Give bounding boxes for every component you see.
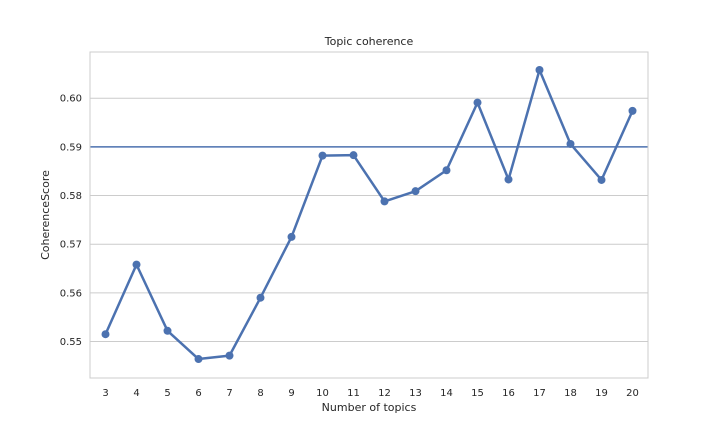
chart-title: Topic coherence — [324, 35, 414, 48]
data-point — [318, 151, 327, 160]
x-tick-label: 18 — [564, 388, 577, 399]
data-point — [597, 175, 606, 184]
data-point — [504, 175, 513, 184]
data-point — [566, 139, 575, 148]
data-point — [535, 66, 544, 75]
data-point — [287, 232, 296, 241]
data-point — [163, 326, 172, 335]
x-tick-label: 17 — [533, 388, 546, 399]
series-line — [104, 68, 634, 361]
x-axis-label: Number of topics — [322, 401, 417, 414]
x-tick-label: 9 — [288, 388, 294, 399]
y-tick-label: 0.58 — [60, 191, 82, 202]
data-point — [349, 151, 358, 160]
x-tick-label: 4 — [133, 388, 139, 399]
x-tick-label: 11 — [347, 388, 360, 399]
x-tick-label: 10 — [316, 388, 329, 399]
data-point — [442, 166, 451, 175]
y-tick-labels: 0.55 0.56 0.57 0.58 0.59 0.60 — [60, 94, 82, 348]
x-tick-label: 15 — [471, 388, 484, 399]
data-point — [380, 197, 389, 206]
data-point — [411, 187, 420, 196]
y-tick-label: 0.56 — [60, 288, 82, 299]
data-point — [473, 98, 482, 107]
x-tick-label: 8 — [257, 388, 263, 399]
x-tick-label: 6 — [195, 388, 201, 399]
x-tick-label: 16 — [502, 388, 515, 399]
data-point — [225, 351, 234, 360]
y-tick-label: 0.55 — [60, 337, 82, 348]
data-point — [256, 293, 265, 302]
data-point — [132, 260, 141, 269]
data-point — [194, 355, 203, 364]
y-tick-label: 0.60 — [60, 94, 82, 105]
y-tick-label: 0.59 — [60, 142, 82, 153]
y-tick-label: 0.57 — [60, 240, 82, 251]
x-tick-label: 5 — [164, 388, 170, 399]
data-point — [628, 106, 637, 115]
data-point — [101, 330, 110, 339]
y-axis-label: CoherenceScore — [39, 170, 52, 260]
x-tick-label: 12 — [378, 388, 391, 399]
x-tick-label: 7 — [226, 388, 232, 399]
x-tick-label: 14 — [440, 388, 453, 399]
x-tick-label: 19 — [595, 388, 608, 399]
x-tick-label: 3 — [102, 388, 108, 399]
series-group — [101, 66, 637, 364]
x-tick-labels: 3 4 5 6 7 8 9 10 11 12 13 14 15 16 17 18 19 20 — [102, 388, 639, 399]
plot-frame — [89, 51, 649, 379]
x-tick-label: 20 — [626, 388, 639, 399]
x-tick-label: 13 — [409, 388, 422, 399]
